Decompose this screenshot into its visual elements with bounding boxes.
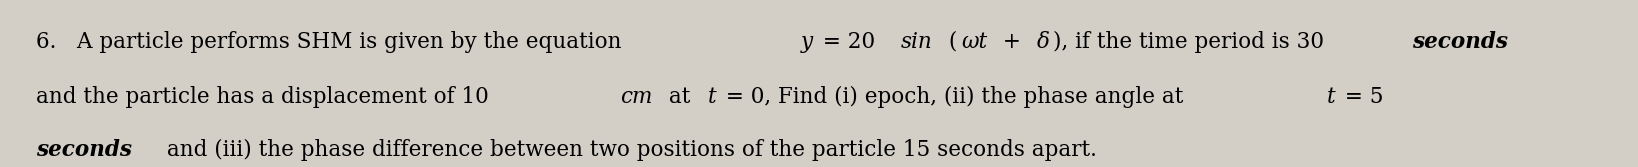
Text: ), if the time period is 30: ), if the time period is 30 [1053,31,1332,53]
Text: = 5: = 5 [1338,86,1384,108]
Text: δ: δ [1037,31,1050,53]
Text: = 20: = 20 [816,31,881,53]
Text: 6.   A particle performs SHM is given by the equation: 6. A particle performs SHM is given by t… [36,31,629,53]
Text: and (iii) the phase difference between two positions of the particle 15 seconds : and (iii) the phase difference between t… [161,139,1097,161]
Text: y: y [801,31,812,53]
Text: t: t [708,86,716,108]
Text: (: ( [942,31,958,53]
Text: +: + [996,31,1027,53]
Text: = 0, Find (i) epoch, (ii) the phase angle at: = 0, Find (i) epoch, (ii) the phase angl… [719,86,1189,108]
Text: cm: cm [621,86,652,108]
Text: seconds: seconds [1412,31,1509,53]
Text: and the particle has a displacement of 10: and the particle has a displacement of 1… [36,86,488,108]
Text: seconds: seconds [36,139,133,161]
Text: ωt: ωt [962,31,988,53]
Text: at: at [662,86,698,108]
Text: t: t [1327,86,1335,108]
Text: sin: sin [901,31,934,53]
